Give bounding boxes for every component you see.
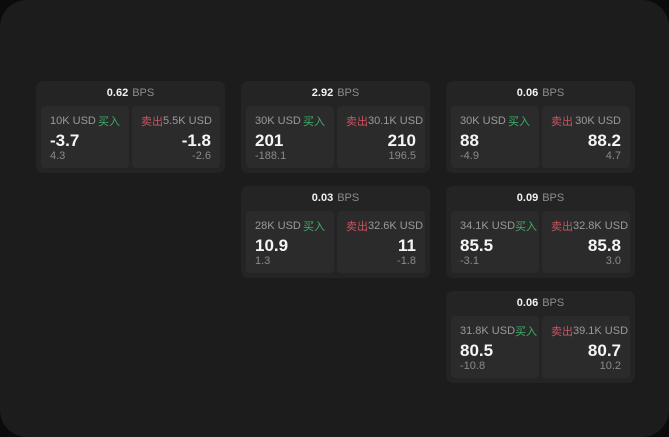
quote-cards-grid: 0.62 BPS 10K USD 买入 -3.7 4.3 卖出 5.5K USD	[36, 81, 635, 383]
sell-notional: 30K USD	[575, 115, 621, 127]
sell-change: 4.7	[605, 150, 621, 162]
buy-notional: 30K USD	[460, 115, 506, 127]
sell-change: 3.0	[605, 255, 621, 267]
sell-side-label: 卖出	[551, 326, 573, 338]
card-1-bps-header: 0.62 BPS	[41, 81, 220, 106]
sell-notional: 32.6K USD	[368, 220, 424, 232]
buy-change: -3.1	[460, 255, 479, 267]
buy-side-label: 买入	[515, 326, 538, 338]
card-3-sell-panel[interactable]: 卖出 30K USD 88.2 4.7	[542, 106, 630, 168]
buy-side-label: 买入	[98, 116, 120, 128]
card-2-bps-header: 2.92 BPS	[246, 81, 425, 106]
buy-side-label: 买入	[515, 221, 538, 233]
card-1-buy-panel[interactable]: 10K USD 买入 -3.7 4.3	[41, 106, 129, 168]
sell-side-label: 卖出	[141, 116, 163, 128]
card-1-sell-panel[interactable]: 卖出 5.5K USD -1.8 -2.6	[132, 106, 220, 168]
sell-change: 10.2	[599, 360, 621, 372]
buy-side-label: 买入	[303, 116, 325, 128]
buy-price: 88	[460, 130, 479, 150]
quote-card-6: 0.06 BPS 31.8K USD 买入 80.5 -10.8 卖出 39.1…	[446, 291, 635, 383]
sell-side-label: 卖出	[346, 221, 368, 233]
bps-label: BPS	[542, 192, 565, 204]
buy-change: -188.1	[255, 150, 287, 162]
buy-notional: 28K USD	[255, 220, 301, 232]
sell-notional: 39.1K USD	[573, 325, 629, 337]
sell-change: 196.5	[388, 150, 416, 162]
sell-notional: 30.1K USD	[368, 115, 424, 127]
sell-notional: 32.8K USD	[573, 220, 629, 232]
buy-notional: 34.1K USD	[460, 220, 516, 232]
card-4-sell-panel[interactable]: 卖出 32.6K USD 11 -1.8	[337, 211, 425, 273]
buy-notional: 30K USD	[255, 115, 301, 127]
buy-price: 80.5	[460, 340, 494, 360]
card-5-buy-panel[interactable]: 34.1K USD 买入 85.5 -3.1	[451, 211, 539, 273]
buy-change: 1.3	[255, 255, 271, 267]
card-3-buy-panel[interactable]: 30K USD 买入 88 -4.9	[451, 106, 539, 168]
sell-price: 11	[398, 235, 416, 255]
card-6-buy-panel[interactable]: 31.8K USD 买入 80.5 -10.8	[451, 316, 539, 378]
sell-price: 88.2	[587, 130, 621, 150]
sell-price: -1.8	[181, 130, 211, 150]
bps-value: 0.09	[516, 192, 539, 204]
quote-card-4: 0.03 BPS 28K USD 买入 10.9 1.3 卖出 32.6K US…	[241, 186, 430, 278]
bps-value: 0.06	[516, 297, 539, 309]
card-2-buy-panel[interactable]: 30K USD 买入 201 -188.1	[246, 106, 334, 168]
buy-price: 201	[255, 130, 284, 150]
card-5-bps-header: 0.09 BPS	[451, 186, 630, 211]
card-2-sell-panel[interactable]: 卖出 30.1K USD 210 196.5	[337, 106, 425, 168]
bps-label: BPS	[542, 297, 565, 309]
bps-value: 0.06	[516, 87, 539, 99]
buy-price: 10.9	[255, 235, 289, 255]
buy-change: 4.3	[50, 150, 66, 162]
sell-price: 85.8	[587, 235, 621, 255]
buy-price: -3.7	[50, 130, 80, 150]
bps-value: 2.92	[311, 87, 334, 99]
card-4-buy-panel[interactable]: 28K USD 买入 10.9 1.3	[246, 211, 334, 273]
bps-label: BPS	[337, 87, 360, 99]
sell-price: 210	[387, 130, 416, 150]
bps-label: BPS	[132, 87, 155, 99]
bps-value: 0.03	[311, 192, 334, 204]
quote-card-1: 0.62 BPS 10K USD 买入 -3.7 4.3 卖出 5.5K USD	[36, 81, 225, 173]
buy-notional: 10K USD	[50, 115, 96, 127]
card-3-bps-header: 0.06 BPS	[451, 81, 630, 106]
bps-label: BPS	[337, 192, 360, 204]
sell-notional: 5.5K USD	[163, 115, 212, 127]
sell-side-label: 卖出	[551, 221, 573, 233]
quote-card-3: 0.06 BPS 30K USD 买入 88 -4.9 卖出 30K USD	[446, 81, 635, 173]
buy-side-label: 买入	[303, 221, 325, 233]
buy-change: -10.8	[460, 360, 486, 372]
bps-label: BPS	[542, 87, 565, 99]
card-4-bps-header: 0.03 BPS	[246, 186, 425, 211]
quote-card-2: 2.92 BPS 30K USD 买入 201 -188.1 卖出 30.1K …	[241, 81, 430, 173]
bps-value: 0.62	[106, 87, 129, 99]
buy-price: 85.5	[460, 235, 494, 255]
card-6-sell-panel[interactable]: 卖出 39.1K USD 80.7 10.2	[542, 316, 630, 378]
sell-change: -1.8	[397, 255, 416, 267]
sell-side-label: 卖出	[346, 116, 368, 128]
quote-card-5: 0.09 BPS 34.1K USD 买入 85.5 -3.1 卖出 32.8K…	[446, 186, 635, 278]
sell-change: -2.6	[192, 150, 211, 162]
sell-price: 80.7	[587, 340, 621, 360]
sell-side-label: 卖出	[551, 116, 573, 128]
buy-side-label: 买入	[508, 116, 530, 128]
card-5-sell-panel[interactable]: 卖出 32.8K USD 85.8 3.0	[542, 211, 630, 273]
buy-change: -4.9	[460, 150, 479, 162]
card-6-bps-header: 0.06 BPS	[451, 291, 630, 316]
buy-notional: 31.8K USD	[460, 325, 516, 337]
